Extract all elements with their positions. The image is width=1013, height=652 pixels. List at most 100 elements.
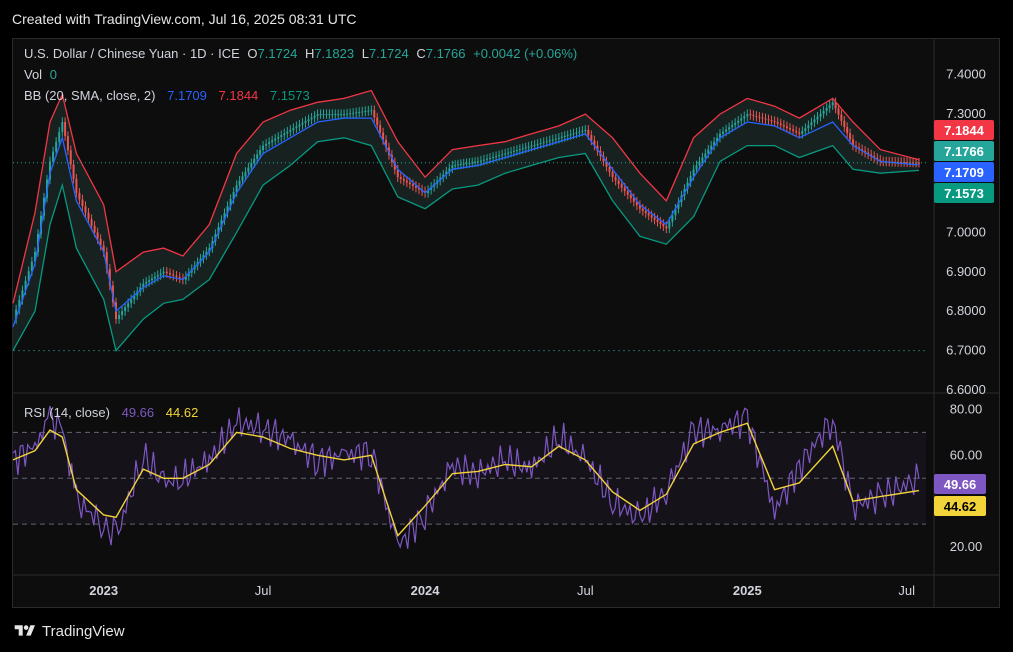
candle-body [879,159,882,162]
rsi-label[interactable]: RSI (14, close) [24,405,110,420]
low-label: L [361,46,369,61]
candle-body [235,185,238,193]
candle-body [165,271,168,274]
candle-body [358,111,361,113]
time-tick-label: Jul [898,583,915,598]
close-tag: 7.1766 [944,144,984,159]
candle-body [495,156,498,158]
candle-body [184,276,187,280]
candle-body [810,122,813,126]
volume-value: 0 [49,67,57,82]
candle-body [701,157,704,162]
candle-body [686,182,689,189]
candle-body [445,171,448,175]
candle-body [626,191,629,195]
candle-body [710,145,713,150]
price-tick-label: 7.3000 [946,106,986,121]
tradingview-logo-icon[interactable] [12,623,38,639]
candle-body [238,180,241,186]
candle-body [482,159,485,161]
candle-body [102,245,105,253]
open-label: O [247,46,258,61]
candle-body [241,176,244,181]
candle-body [169,273,172,275]
candle-body [489,157,492,159]
candle-body [533,144,536,146]
candle-body [668,221,671,229]
candle-body [133,295,136,300]
candle-body [713,141,716,146]
candle-body [740,118,743,121]
candle-body [274,138,277,141]
candle-body [492,157,495,159]
price-tick-label: 6.9000 [946,264,986,279]
candle-body [340,114,343,116]
candle-body [665,226,668,229]
high-label: H [304,46,315,61]
candle-body [870,154,873,157]
candle-body [851,139,854,146]
candle-body [277,136,280,139]
candle-body [337,114,340,116]
candle-body [396,169,399,178]
candle-body [596,145,599,151]
candle-body [867,152,870,155]
candle-body [566,135,569,137]
candle-body [692,169,695,176]
candle-body [156,275,159,277]
candle-body [536,143,539,145]
candle-body [623,187,626,192]
candle-body [304,121,307,123]
bb-lower-line [12,137,920,352]
top-bar: Created with TradingView.com, Jul 16, 20… [0,0,1013,38]
candle-body [524,147,527,149]
candle-body [641,208,644,211]
candle-body [87,212,90,220]
candle-body [69,150,72,165]
candle-body [118,315,121,320]
candle-body [417,187,420,190]
candle-body [792,129,795,131]
symbol-name[interactable]: U.S. Dollar / Chinese Yuan · 1D · ICE [24,46,240,61]
candle-body [457,164,460,166]
candle-body [719,133,722,138]
volume-label[interactable]: Vol [24,67,43,82]
candle-body [608,166,611,172]
candle-body [322,114,325,116]
candle-body [548,140,551,142]
candle-body [289,129,292,132]
candle-body [402,178,405,181]
candle-body [707,149,710,154]
bb-mid-line [12,117,920,328]
bb-lower-tag-bg [934,183,994,203]
candle-body [671,215,674,222]
candle-body [587,129,590,136]
candle-body [512,150,515,152]
bb-lower-value: 7.1573 [269,88,310,103]
candle-body [331,114,334,116]
bb-label[interactable]: BB (20, SMA, close, 2) [24,88,156,103]
candle-body [292,128,295,130]
candle-body [767,119,770,121]
candle-body [124,307,127,312]
candle-body [150,278,153,281]
candle-body [677,202,680,209]
candle-body [773,121,776,123]
candle-body [205,251,208,256]
candle-body [746,114,749,117]
candle-body [498,155,501,157]
candle-body [162,271,165,274]
bb-band-fill [13,90,919,351]
rsi-ma-tag-bg [934,496,986,516]
candle-body [105,252,108,269]
footer: TradingView [12,620,125,642]
candle-body [229,199,232,207]
candle-body [554,138,557,140]
candle-body [728,127,731,130]
candle-body [408,182,411,185]
candle-body [226,206,229,214]
candle-body [256,154,259,159]
tradingview-brand[interactable]: TradingView [42,622,125,640]
bb-mid-tag-bg [934,162,994,182]
